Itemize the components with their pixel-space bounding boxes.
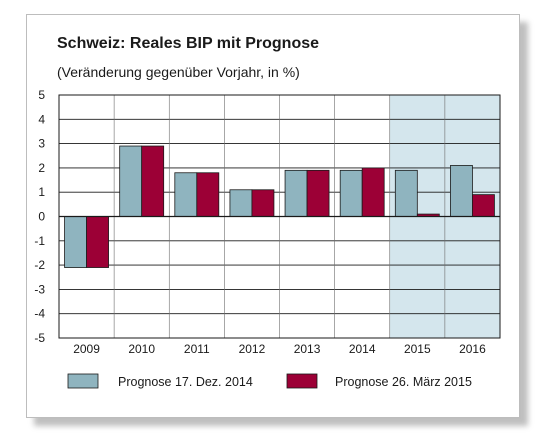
y-tick-label: -2 xyxy=(34,258,45,272)
x-tick-label: 2011 xyxy=(184,342,210,356)
chart-title: Schweiz: Reales BIP mit Prognose xyxy=(57,35,319,52)
chart-subtitle: (Veränderung gegenüber Vorjahr, in %) xyxy=(57,64,300,80)
x-tick-label: 2010 xyxy=(128,342,155,356)
bar-2013-series-2 xyxy=(306,169,330,217)
y-tick-label: 3 xyxy=(38,137,45,151)
legend-label-series-1: Prognose 17. Dez. 2014 xyxy=(118,375,253,389)
y-tick-label: 0 xyxy=(38,210,45,224)
bar-2009-series-1 xyxy=(64,216,87,268)
bar-2014-series-2 xyxy=(361,167,385,217)
y-tick-label: 4 xyxy=(38,112,45,126)
y-tick-label: -3 xyxy=(34,282,45,296)
x-tick-label: 2015 xyxy=(404,342,431,356)
x-tick-label: 2012 xyxy=(239,342,266,356)
x-tick-label: 2014 xyxy=(349,342,376,356)
bar-2011-series-1 xyxy=(174,172,198,217)
plot-frame xyxy=(58,94,501,339)
y-tick-label: 5 xyxy=(38,88,45,102)
legend-swatch-series-1 xyxy=(67,373,99,389)
bar-2010-series-2 xyxy=(141,145,165,217)
bar-2014-series-1 xyxy=(339,169,363,217)
bar-2013-series-1 xyxy=(284,169,308,217)
legend: Prognose 17. Dez. 2014 Prognose 26. März … xyxy=(67,373,472,389)
legend-swatch-series-2 xyxy=(286,373,318,389)
bar-2015-series-1 xyxy=(394,169,418,217)
bar-2016-series-2 xyxy=(472,194,495,217)
bar-2010-series-1 xyxy=(119,145,143,217)
x-tick-label: 2009 xyxy=(73,342,100,356)
y-tick-label: 1 xyxy=(38,185,45,199)
plot-area: 5 4 3 2 1 0 -1 -2 -3 -4 -5 2009 2010 2011 2012 2013 2014… xyxy=(34,88,501,356)
bar-2012-series-1 xyxy=(229,189,253,217)
y-tick-label: -1 xyxy=(34,234,45,248)
y-tick-label: -5 xyxy=(34,331,45,345)
bar-2012-series-2 xyxy=(251,189,275,217)
bar-2016-series-1 xyxy=(450,165,473,217)
bar-2009-series-2 xyxy=(86,216,109,268)
y-tick-label: -4 xyxy=(34,307,45,321)
bar-2011-series-2 xyxy=(196,172,220,217)
x-tick-label: 2013 xyxy=(294,342,321,356)
y-tick-label: 2 xyxy=(38,161,45,175)
x-tick-label: 2016 xyxy=(459,342,486,356)
legend-label-series-2: Prognose 26. März 2015 xyxy=(335,375,472,389)
